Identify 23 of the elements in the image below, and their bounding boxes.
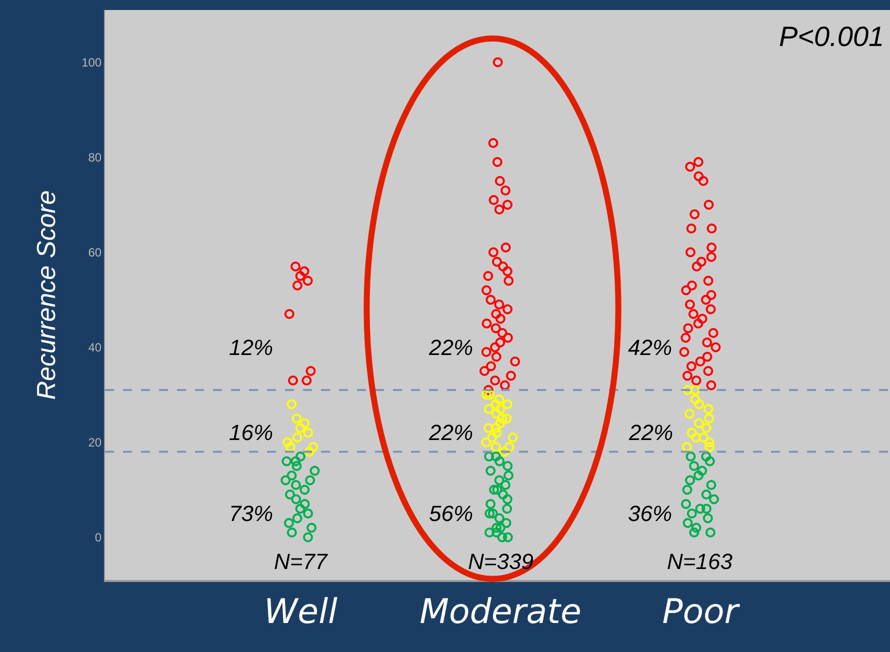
annotation: 56% [429, 501, 474, 526]
annotation: N=163 [667, 549, 734, 574]
y-tick-label: 100 [82, 55, 102, 70]
annotation: N=77 [274, 549, 328, 574]
annotation: 22% [428, 420, 474, 445]
y-axis-title: Recurrence Score [30, 190, 61, 400]
annotation: P<0.001 [779, 21, 884, 52]
annotation: 22% [428, 335, 474, 360]
y-tick-label: 40 [88, 340, 102, 354]
x-tick-label: Well [264, 592, 338, 632]
annotation: 73% [229, 501, 274, 526]
annotation: 12% [229, 335, 274, 360]
annotation: 42% [628, 335, 672, 360]
y-tick-label: 20 [88, 435, 102, 450]
y-tick-label: 80 [88, 150, 102, 164]
annotation: 22% [628, 420, 674, 445]
annotation: N=339 [468, 549, 534, 574]
annotation: 16% [229, 420, 274, 445]
y-tick-label: 60 [88, 245, 102, 260]
annotation: 36% [628, 501, 672, 526]
x-tick-label: Poor [662, 592, 740, 632]
y-tick-label: 0 [94, 530, 102, 544]
x-tick-label: Moderate [420, 592, 582, 632]
